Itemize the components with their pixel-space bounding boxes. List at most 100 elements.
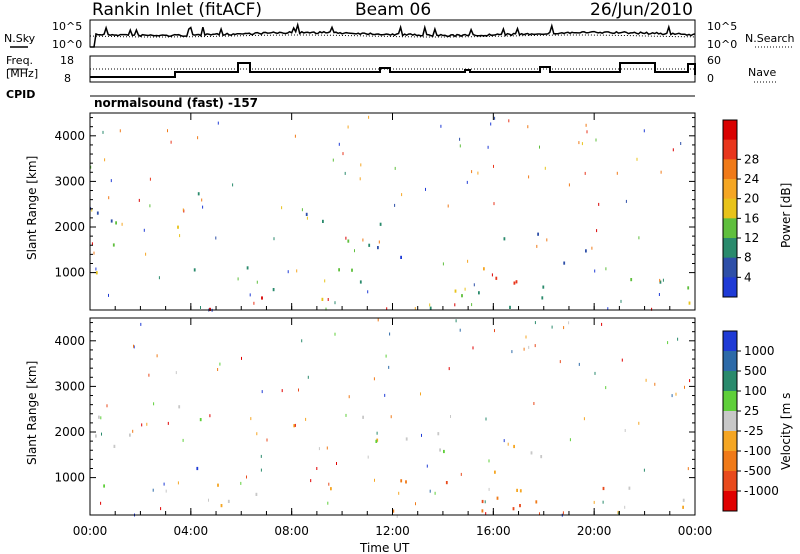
echo-cell [273,237,275,241]
echo-cell [682,505,684,509]
echo-cell [106,404,108,408]
power-colorbar: 4 8 12 16 20 24 28 [722,119,759,298]
echo-cell [324,279,326,283]
echo-cell [586,130,588,134]
echo-cell [347,125,349,129]
echo-cell [318,447,320,451]
echo-cell [584,171,586,175]
echo-cell [503,439,505,443]
freq-panel: 18 8 60 0 Freq. [MHz] Nave CPID normalso… [6,54,778,110]
echo-cell [354,249,355,253]
echo-cell [327,501,329,505]
echo-cell [440,124,442,128]
freq-unit-label: [MHz] [6,67,38,80]
echo-cell [246,266,249,270]
echo-cell [305,417,307,421]
echo-cell [405,480,407,484]
echo-cell [630,278,633,282]
echo-cell [338,268,340,272]
echo-cell [490,122,492,126]
beam-title: Beam 06 [355,0,432,20]
echo-cell [306,216,308,220]
echo-cell [133,345,135,349]
echo-cell [301,339,303,343]
echo-cell [200,306,201,309]
colorbar-segment [723,277,737,298]
search-label: N.Search [745,32,795,45]
echo-cell [533,402,535,405]
colorbar-segment [723,451,737,472]
echo-cell [110,219,113,223]
echo-cell [95,267,97,271]
echo-cell [401,193,403,197]
echo-cell [145,252,147,256]
echo-cell [287,270,289,274]
echo-cell [141,423,143,427]
echo-cell [687,286,690,290]
echo-cell [298,388,299,392]
echo-cell [301,208,303,212]
echo-cell [593,500,595,504]
echo-cell [170,140,172,144]
echo-cell [98,415,100,419]
echo-cell [488,487,490,491]
echo-cell [542,285,545,289]
echo-cell [322,219,324,223]
y-tick-label: 4000 [54,334,85,348]
echo-cell [398,491,400,495]
date-title: 26/Jun/2010 [590,0,693,20]
freq-tick-bottom: 8 [64,72,71,85]
echo-cell [429,303,431,307]
sky-label: N.Sky [4,32,36,45]
echo-cell [494,329,495,333]
echo-cell [563,326,565,330]
echo-cell [305,212,308,216]
echo-cell [108,293,109,297]
echo-cell [583,417,585,421]
x-tick-label: 16:00 [476,524,511,538]
echo-cell [447,204,449,208]
echo-cell [293,424,296,428]
echo-cell [581,142,583,146]
power-panel: 1000 2000 3000 4000 Slant Range [km] [25,112,696,312]
x-tick-label: 12:00 [375,524,410,538]
echo-cell [197,136,199,140]
nave-label: Nave [748,66,776,79]
echo-cell [662,278,664,282]
echo-cell [376,431,378,435]
echo-cell [256,280,258,284]
echo-cell [163,482,165,486]
echo-cell [165,489,167,493]
echo-cell [208,498,209,502]
echo-cell [327,298,329,301]
echo-cell [689,379,691,383]
echo-cell [481,509,484,513]
echo-cell [197,192,200,196]
echo-cell [400,479,403,483]
echo-cell [246,475,247,479]
echo-cell [478,291,480,295]
echo-cell [220,504,223,508]
echo-cell [316,467,318,470]
echo-cell [156,354,158,358]
echo-cell [351,268,353,272]
echo-cell [102,130,104,134]
echo-cell [516,488,518,492]
echo-cell [450,415,451,418]
echo-cell [146,422,148,426]
echo-cell [680,142,682,145]
echo-cell [638,236,640,240]
y-tick-label: 2000 [54,220,85,234]
echo-cell [684,385,685,389]
echo-cell [100,416,102,420]
echo-cell [621,358,623,362]
echo-cell [654,382,656,386]
echo-cell [477,171,479,175]
echo-cell [439,448,441,452]
echo-cell [196,466,199,471]
echo-cell [253,301,255,305]
echo-cell [563,261,566,265]
echo-cell [671,394,673,398]
